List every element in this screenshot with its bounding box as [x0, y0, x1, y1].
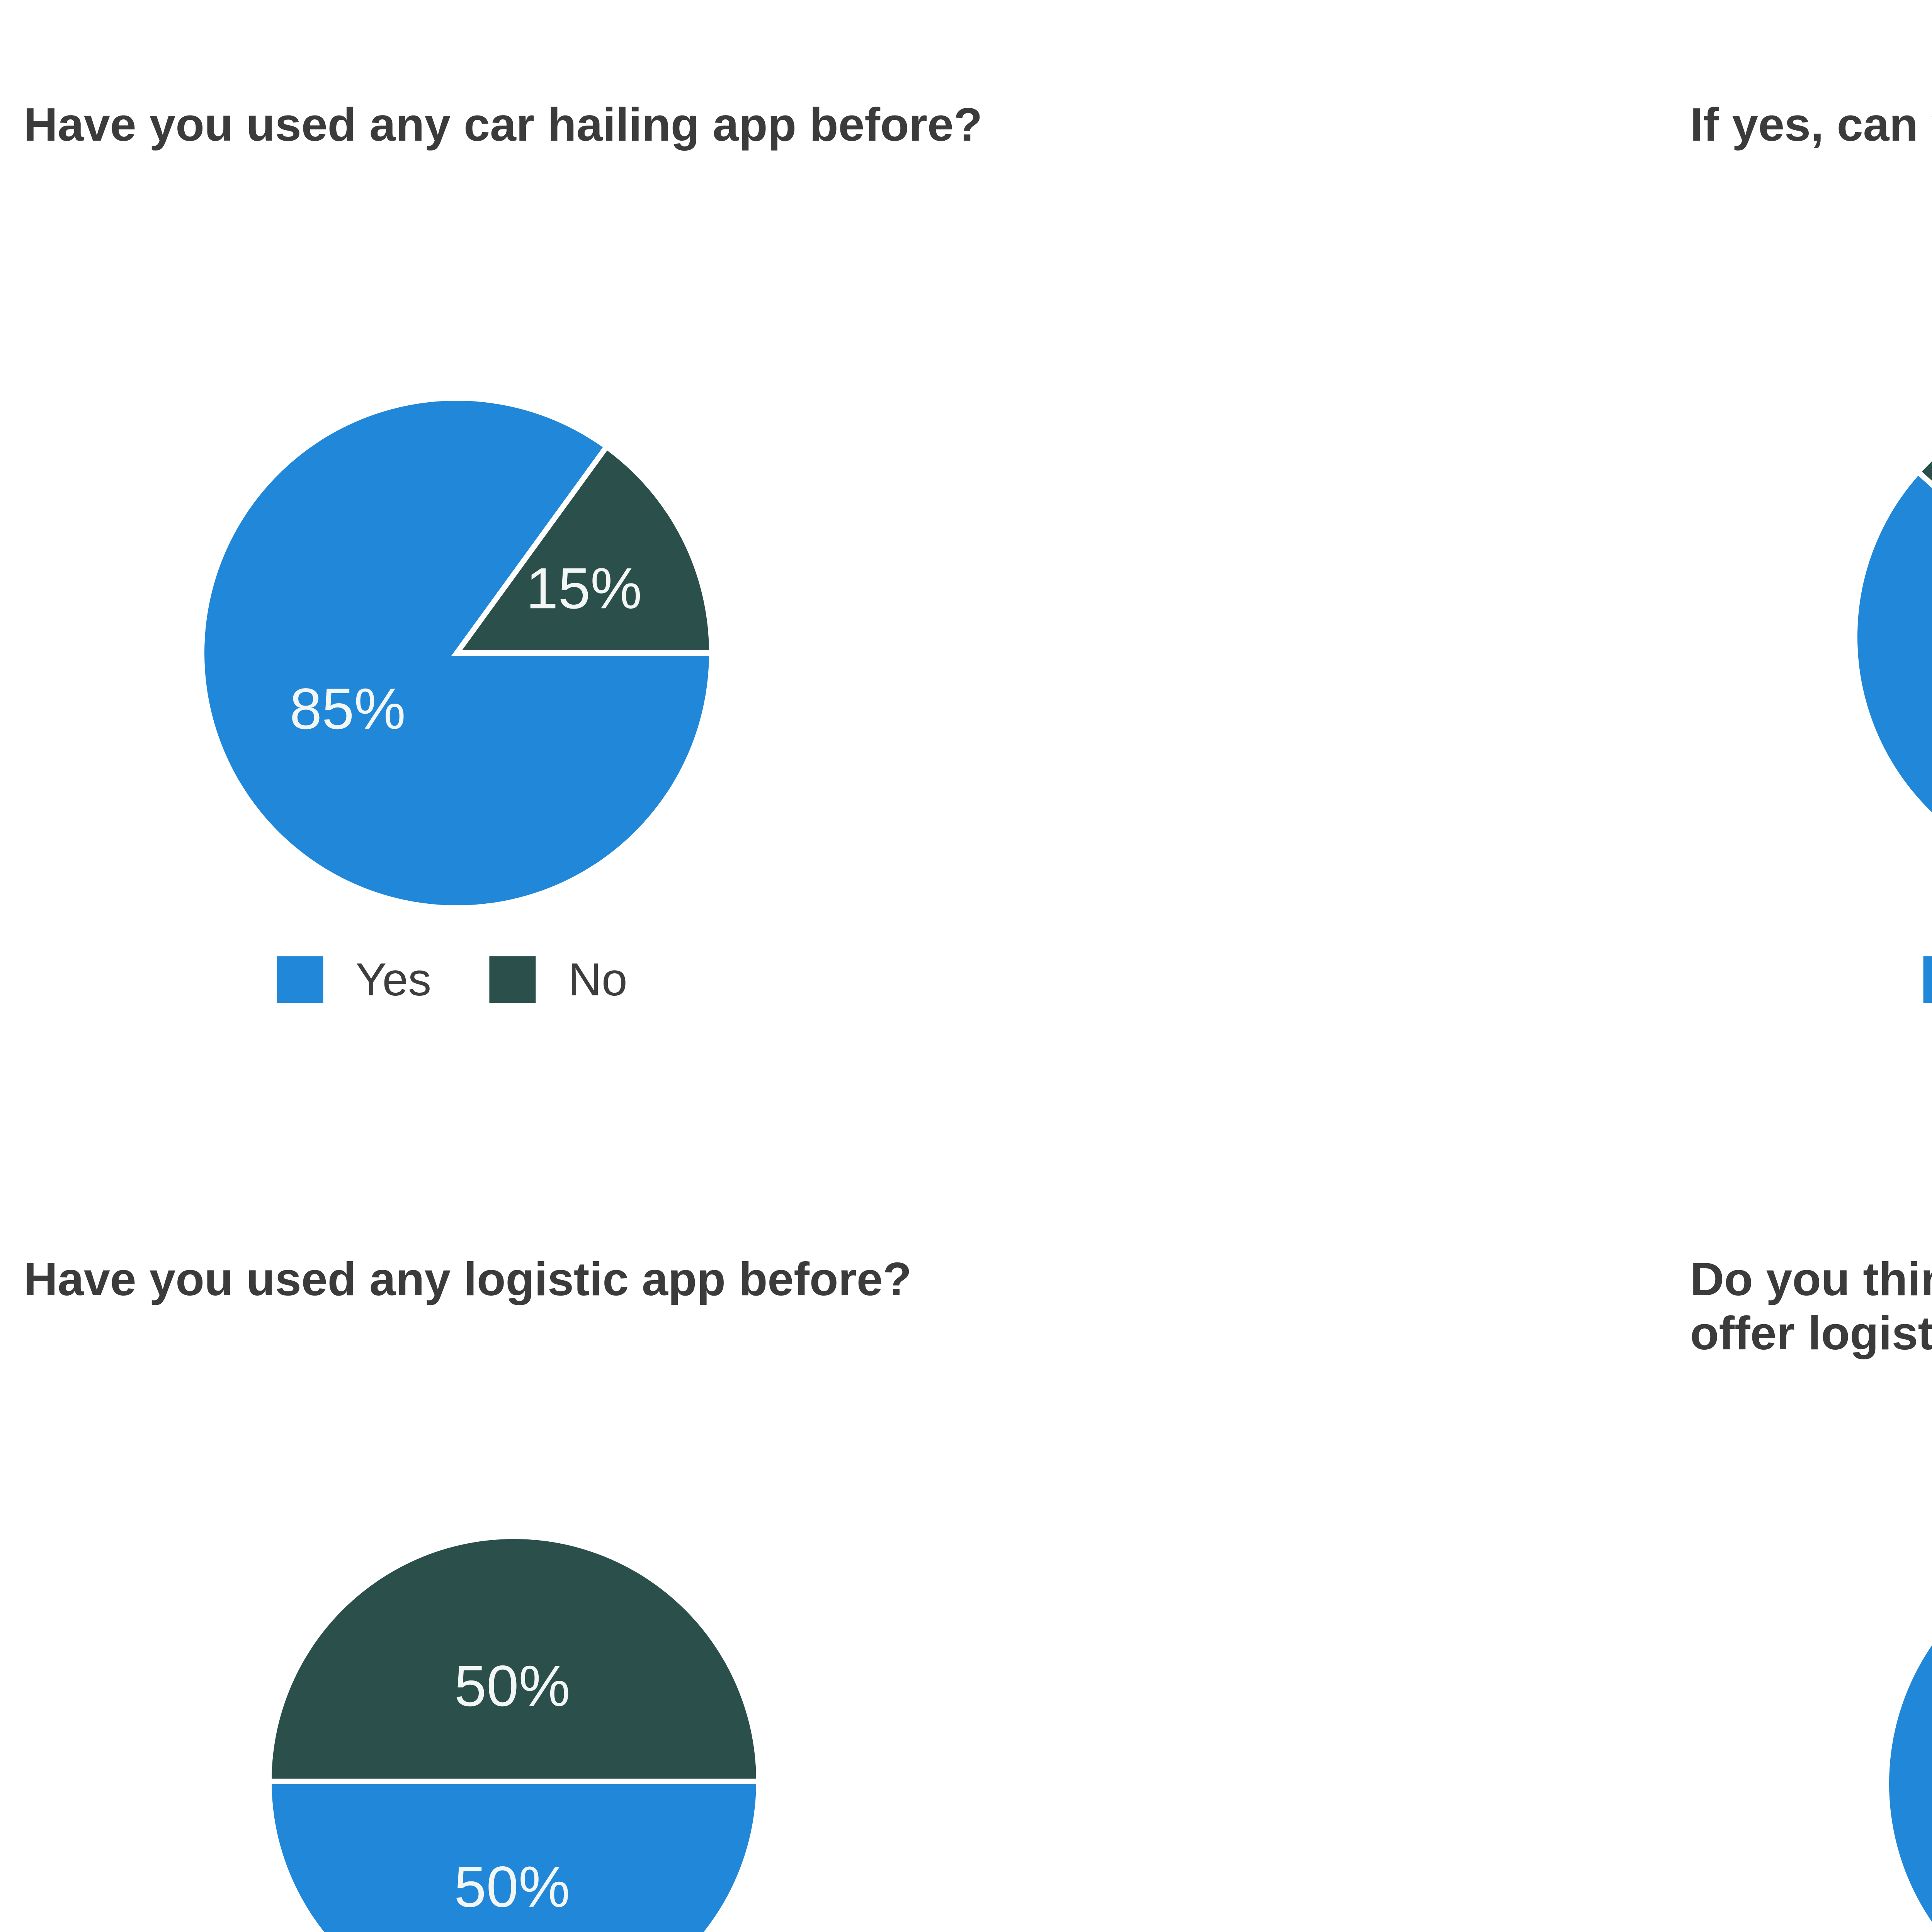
legend-swatch-icon — [277, 956, 323, 1003]
pie-slice-yes — [199, 395, 715, 911]
pie-slice-no — [451, 443, 715, 656]
legend: BoltUber — [1923, 956, 1932, 1003]
pie-slice-bolt — [1852, 468, 1932, 820]
legend-item-bolt: Bolt — [1923, 956, 1932, 1003]
legend-label: No — [568, 954, 628, 1005]
pie: 50% 50% — [264, 1532, 764, 1932]
chart-title: Have you used any car hailing app before… — [24, 98, 983, 151]
legend-swatch-icon — [489, 956, 536, 1003]
chart-title: Do you think Car Hailing Platform should… — [1690, 1253, 1932, 1360]
pie: 85% 15% — [197, 393, 716, 913]
legend-item-no: No — [489, 954, 628, 1005]
slice-percent-label: 15% — [526, 556, 642, 621]
slice-percent-label: 50% — [454, 1854, 570, 1919]
pie-slice-yes — [1884, 1636, 1932, 1932]
pie-slice-yes — [266, 1779, 762, 1932]
pie-slice-uber — [1914, 454, 1932, 488]
legend: Yes No — [277, 954, 628, 1005]
slice-percent-label: 50% — [454, 1653, 570, 1718]
chart-title: If yes, can you specify the one you use … — [1690, 98, 1932, 151]
pie: 65%15%20% — [1882, 1532, 1932, 1932]
legend-swatch-icon — [1923, 956, 1932, 1003]
pie-slice-no — [266, 1534, 762, 1784]
pie: 75%25% — [1850, 386, 1932, 888]
legend-item-yes: Yes — [277, 956, 431, 1003]
slice-percent-label: 85% — [290, 676, 406, 741]
chart-title: Have you used any logistic app before? — [24, 1253, 912, 1305]
legend-label: Yes — [355, 954, 432, 1005]
